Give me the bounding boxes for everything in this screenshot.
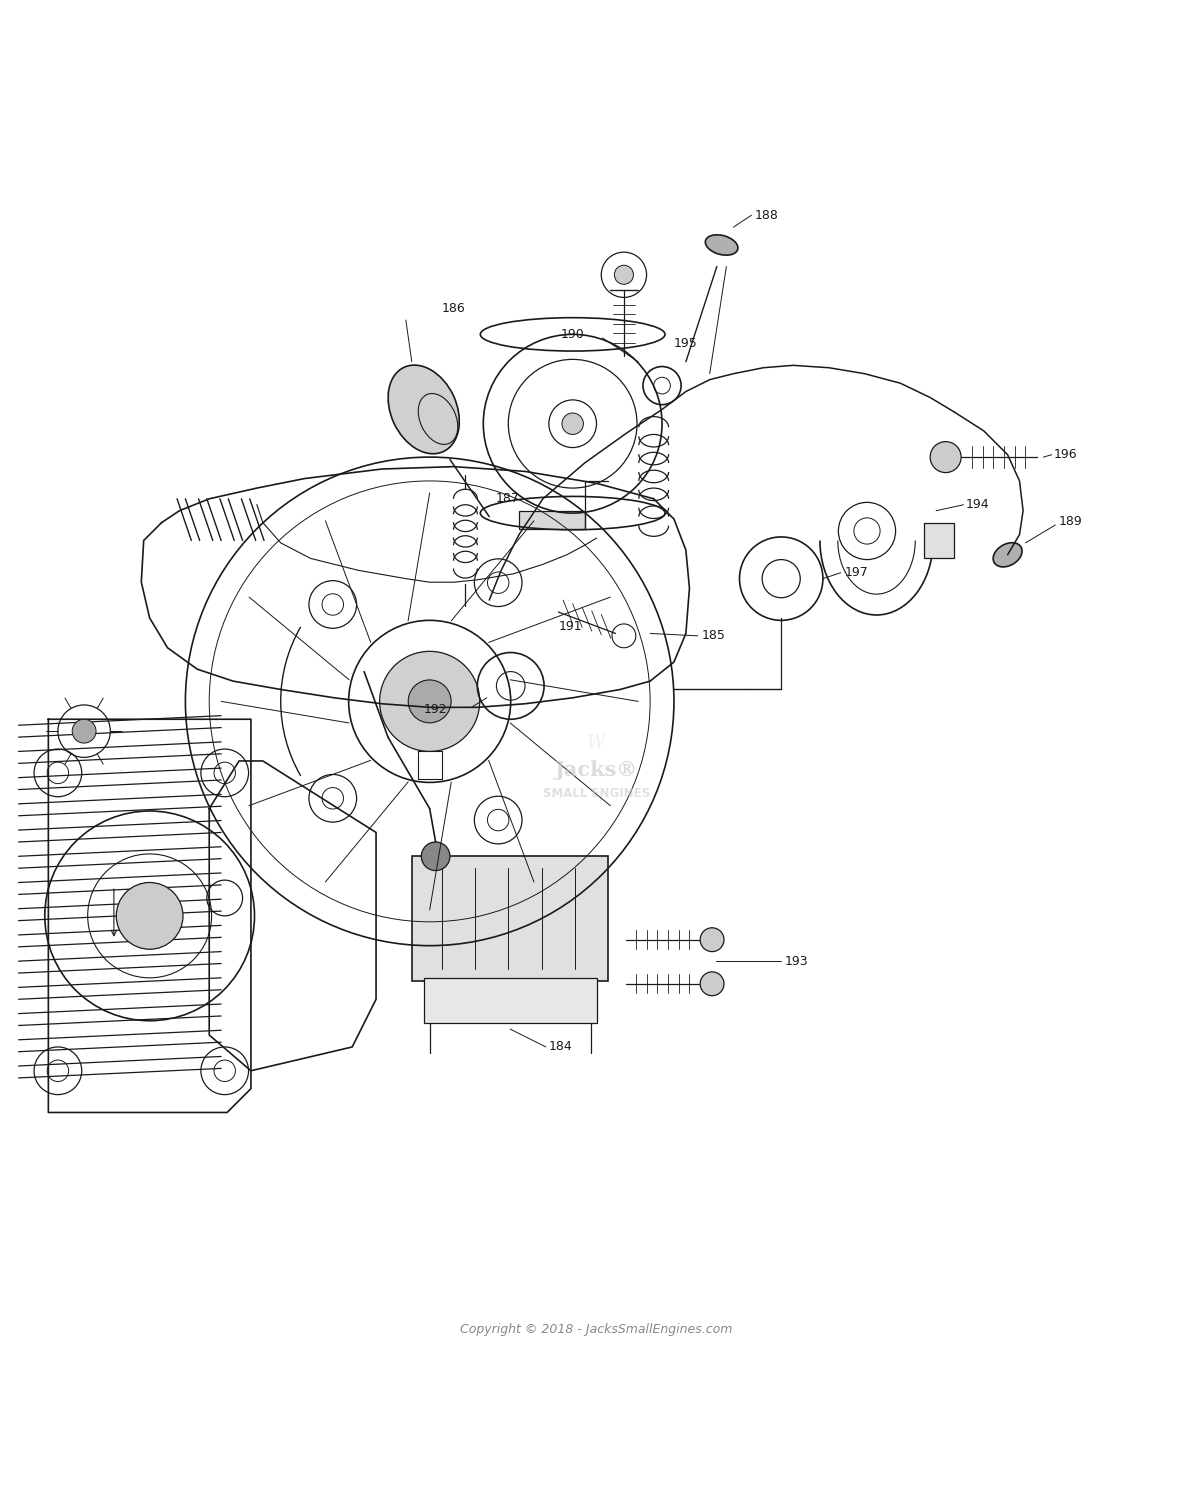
- Text: SMALL ENGINES: SMALL ENGINES: [543, 787, 650, 800]
- Circle shape: [562, 414, 583, 435]
- Text: 192: 192: [424, 704, 447, 716]
- Text: 194: 194: [966, 498, 989, 512]
- Text: Copyright © 2018 - JacksSmallEngines.com: Copyright © 2018 - JacksSmallEngines.com: [460, 1323, 733, 1336]
- Circle shape: [379, 651, 480, 752]
- Circle shape: [408, 680, 451, 723]
- Bar: [519, 510, 585, 528]
- Circle shape: [116, 882, 183, 950]
- Text: 188: 188: [755, 208, 779, 222]
- Text: 191: 191: [558, 619, 582, 633]
- Bar: [925, 522, 954, 559]
- Text: 190: 190: [561, 328, 585, 341]
- Bar: [412, 856, 608, 982]
- Circle shape: [700, 972, 724, 995]
- Text: 187: 187: [495, 492, 519, 506]
- Text: 195: 195: [674, 337, 698, 350]
- Text: 197: 197: [845, 566, 869, 580]
- Text: Jacks®: Jacks®: [555, 761, 638, 781]
- Text: 196: 196: [1055, 448, 1077, 461]
- Text: 189: 189: [1059, 515, 1082, 528]
- Text: 185: 185: [701, 630, 725, 642]
- Circle shape: [614, 266, 633, 284]
- Ellipse shape: [993, 542, 1022, 566]
- Text: 193: 193: [785, 954, 809, 968]
- Text: W: W: [587, 734, 606, 752]
- Circle shape: [421, 843, 450, 871]
- Bar: [424, 978, 596, 1024]
- Circle shape: [700, 927, 724, 951]
- Circle shape: [73, 719, 95, 743]
- Ellipse shape: [388, 365, 459, 455]
- Circle shape: [931, 441, 962, 473]
- Ellipse shape: [705, 236, 738, 255]
- Text: 186: 186: [441, 302, 465, 314]
- Text: 184: 184: [549, 1040, 571, 1054]
